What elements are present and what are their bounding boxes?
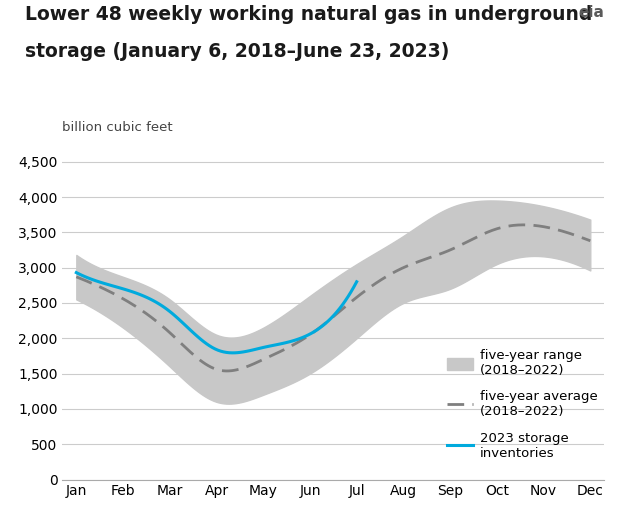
- Text: Lower 48 weekly working natural gas in underground: Lower 48 weekly working natural gas in u…: [25, 5, 592, 24]
- Text: storage (January 6, 2018–June 23, 2023): storage (January 6, 2018–June 23, 2023): [25, 42, 449, 61]
- Text: billion cubic feet: billion cubic feet: [62, 121, 173, 134]
- Legend: five-year range
(2018–2022), five-year average
(2018–2022), 2023 storage
invento: five-year range (2018–2022), five-year a…: [447, 349, 597, 460]
- Text: eia: eia: [578, 5, 604, 20]
